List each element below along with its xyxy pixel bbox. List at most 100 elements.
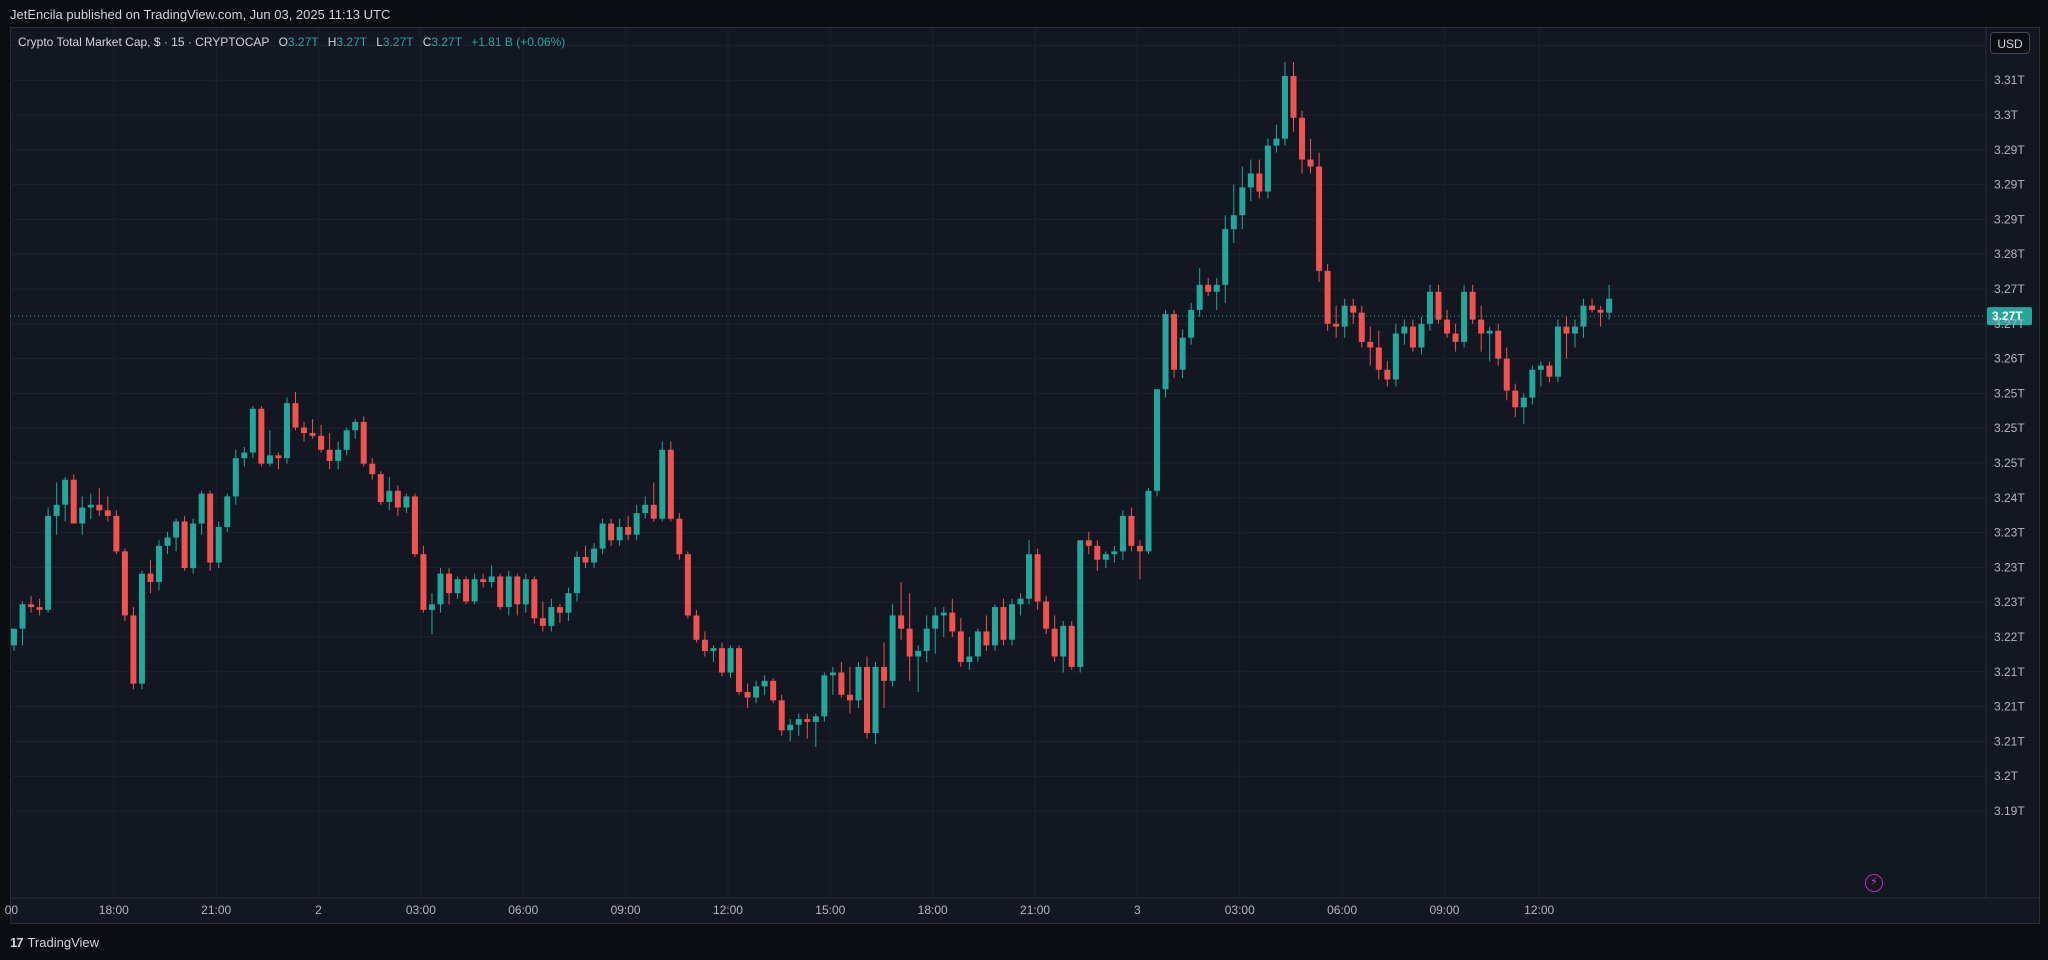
candle-body <box>1299 117 1306 160</box>
candle <box>309 419 316 439</box>
candle-body <box>974 631 981 657</box>
candle-body <box>573 556 580 594</box>
candle-body <box>625 527 632 535</box>
candle-body <box>1375 347 1382 370</box>
currency-button[interactable]: USD <box>1990 32 2030 54</box>
candle-body <box>855 666 862 701</box>
candle <box>96 488 103 516</box>
candle <box>488 565 495 588</box>
candle-body <box>531 579 538 619</box>
candle-body <box>1026 554 1033 599</box>
candle <box>795 713 802 736</box>
candle-body <box>966 656 973 663</box>
candle <box>1546 361 1553 383</box>
candle-body <box>1188 309 1195 338</box>
candle-body <box>1009 604 1016 640</box>
candle <box>1554 319 1561 383</box>
candle <box>881 642 888 708</box>
candle-body <box>1435 291 1442 320</box>
candle <box>1247 159 1254 202</box>
candle-body <box>198 493 205 524</box>
candle <box>915 645 922 692</box>
candle-body <box>1230 215 1237 230</box>
candle <box>906 593 913 681</box>
candle-body <box>539 618 546 626</box>
last-price-line: 3.27T <box>10 307 2032 326</box>
time-tick-label: 00 <box>5 903 19 917</box>
time-tick-label: 06:00 <box>1327 903 1357 917</box>
last-price-badge <box>1987 307 2032 326</box>
candle <box>70 474 77 524</box>
price-tick-label: 3.24T <box>1994 491 2025 505</box>
candle <box>599 518 606 555</box>
candle-body <box>292 403 299 428</box>
candle <box>28 595 35 613</box>
candle <box>45 507 52 613</box>
candle <box>1213 277 1220 310</box>
candle <box>1563 316 1570 359</box>
candle-body <box>190 523 197 569</box>
candle-body <box>70 479 77 524</box>
candle-body <box>488 576 495 583</box>
candle-body <box>1171 314 1178 370</box>
candle <box>471 573 478 605</box>
tradingview-logo[interactable]: 17 TradingView <box>10 935 99 950</box>
candle <box>804 713 811 739</box>
candle <box>1094 540 1101 571</box>
candle-body <box>898 615 905 629</box>
candle-body <box>113 515 120 552</box>
candle-body <box>471 579 478 602</box>
candle <box>1495 323 1502 366</box>
candle <box>591 543 598 569</box>
candle <box>787 719 794 742</box>
candle <box>616 518 623 546</box>
candle-body <box>505 576 512 608</box>
candle-body <box>1401 326 1408 334</box>
candle <box>386 476 393 511</box>
candle <box>1367 326 1374 366</box>
candle <box>36 598 43 616</box>
candle <box>207 490 214 571</box>
time-axis[interactable]: 00 18:00 21:00 2 03:00 06:00 09:00 12:00 15:00 18… <box>5 897 2040 917</box>
last-price-label: 3.27T <box>1992 309 2023 323</box>
candle-body <box>1316 166 1323 271</box>
high-label: H <box>327 35 337 49</box>
candle <box>872 662 879 745</box>
candle <box>1239 166 1246 230</box>
candle-body <box>224 496 231 528</box>
candle-body <box>352 421 359 431</box>
time-tick-label: 21:00 <box>1020 903 1050 917</box>
symbol-legend: Crypto Total Market Cap, $ · 15 · CRYPTO… <box>18 35 565 49</box>
candle-body <box>957 631 964 663</box>
price-axis[interactable]: 3.31T3.31T3.3T3.29T3.29T3.29T3.28T3.27T3… <box>1985 28 2025 898</box>
candle <box>1341 298 1348 338</box>
candle-body <box>1179 337 1186 370</box>
candle-body <box>889 615 896 681</box>
chart-panel[interactable] <box>10 27 2040 924</box>
candle-body <box>778 700 785 731</box>
candle <box>1119 510 1126 560</box>
candle-body <box>1111 551 1118 555</box>
candle-body <box>659 449 666 519</box>
candle <box>394 485 401 516</box>
candle-body <box>258 408 265 464</box>
candle-body <box>283 403 290 459</box>
candle-body <box>1307 159 1314 167</box>
candle-body <box>642 504 649 514</box>
candle-body <box>932 615 939 629</box>
candle <box>625 515 632 541</box>
candle-body <box>1060 625 1067 657</box>
candle-body <box>556 607 563 613</box>
candle-body <box>829 672 836 676</box>
candlestick-chart[interactable]: 3.27T 3.31T3.31T3.3T3.29T3.29T3.29T3.28T… <box>0 0 2048 924</box>
high-value: 3.27T <box>336 35 367 49</box>
candle-body <box>207 493 214 563</box>
candle <box>642 496 649 519</box>
candle <box>428 593 435 635</box>
price-tick-label: 3.23T <box>1994 526 2025 540</box>
candle <box>352 419 359 439</box>
candle <box>369 458 376 480</box>
candle-body <box>872 666 879 734</box>
lightning-icon[interactable]: ⚡ <box>1865 874 1883 892</box>
candle-body <box>121 551 128 616</box>
